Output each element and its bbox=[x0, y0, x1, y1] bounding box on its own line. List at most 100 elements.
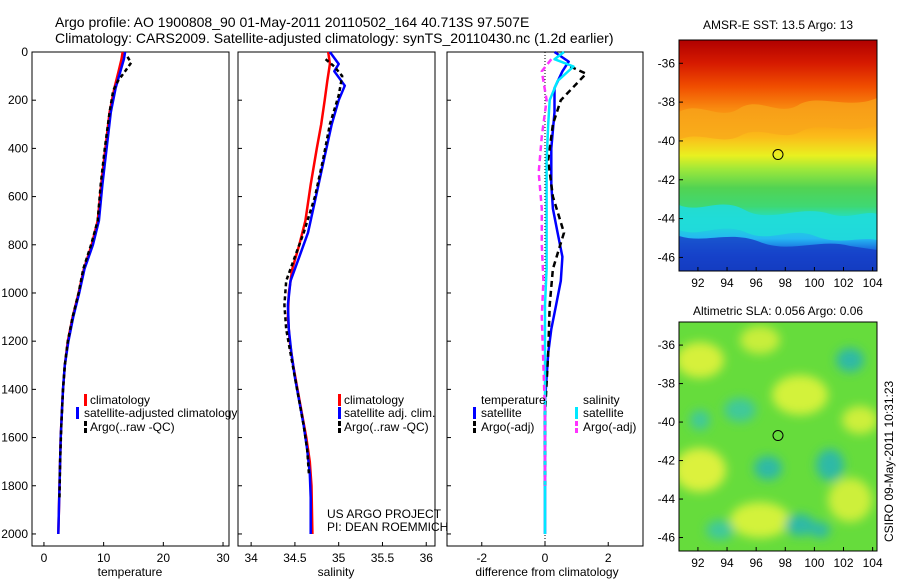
sla-argo-location-marker bbox=[772, 430, 784, 442]
sla-yticks: -36 -38 -40 -42 -44 -46 bbox=[658, 338, 683, 545]
salinity-series-group bbox=[283, 51, 347, 535]
sst-xtick-label: 100 bbox=[804, 276, 824, 290]
temperature-ytick-label: 800 bbox=[8, 238, 28, 252]
sla-heatmap bbox=[679, 322, 877, 551]
sst-ytick-label: -40 bbox=[658, 134, 676, 148]
sla-ytick-label: -38 bbox=[658, 377, 676, 391]
legend-label-temp-satellite: satellite bbox=[481, 406, 522, 420]
legend-swatch-sal-satellite bbox=[575, 407, 578, 419]
sst-xtick-label: 92 bbox=[691, 276, 705, 290]
salinity-xtick-label: 35 bbox=[332, 551, 346, 565]
sla-xtick-label: 92 bbox=[691, 556, 705, 570]
sla-map-panel: Altimetric SLA: 0.056 Argo: 0.06 bbox=[658, 304, 883, 570]
sst-map-panel: AMSR-E SST: 13.5 Argo: 13 92 94 96 98 100 102… bbox=[658, 18, 883, 290]
temperature-xticks: 0 10 20 30 bbox=[41, 542, 230, 565]
legend-swatch-satellite-adj bbox=[338, 407, 341, 419]
sst-xticks: 92 94 96 98 100 102 104 bbox=[691, 267, 883, 290]
sla-xtick-label: 94 bbox=[720, 556, 734, 570]
temperature-ytick-label: 1600 bbox=[1, 431, 28, 445]
temperature-ytick-label: 2000 bbox=[1, 527, 28, 541]
salinity-legend: climatology satellite adj. clim. Argo(..… bbox=[338, 393, 435, 434]
sla-ytick-label: -44 bbox=[658, 492, 676, 506]
sst-ytick-label: -36 bbox=[658, 56, 676, 70]
legend-swatch-temp-argo-b bbox=[473, 428, 476, 433]
temperature-axes-box bbox=[31, 51, 230, 547]
sst-xtick-label: 102 bbox=[833, 276, 853, 290]
legend-group-salinity: salinity bbox=[583, 393, 620, 407]
sla-xtick-label: 100 bbox=[804, 556, 824, 570]
figure-title-line1: Argo profile: AO 1900808_90 01-May-2011 … bbox=[55, 14, 529, 30]
sla-xticks: 92 94 96 98 100 102 104 bbox=[691, 547, 883, 570]
legend-swatch-climatology bbox=[338, 394, 341, 406]
difference-xtick-label: 0 bbox=[542, 551, 549, 565]
sla-ytick-label: -42 bbox=[658, 454, 676, 468]
difference-yticks bbox=[447, 51, 451, 535]
legend-label-sal-satellite: satellite bbox=[583, 406, 624, 420]
temperature-series-argo-raw-qc- bbox=[58, 56, 133, 498]
sst-ytick-label: -38 bbox=[658, 95, 676, 109]
salinity-xtick-label: 36 bbox=[420, 551, 434, 565]
sla-map-frame bbox=[678, 321, 878, 552]
difference-xlabel: difference from climatology bbox=[475, 565, 618, 579]
figure-title-line2: Climatology: CARS2009. Satellite-adjuste… bbox=[55, 30, 613, 46]
sst-yticks: -36 -38 -40 -42 -44 -46 bbox=[658, 56, 683, 264]
temperature-yticks: 0 200 400 600 800 1000 1200 1400 1600 1800 2000 bbox=[1, 45, 36, 541]
sst-deep-cold-band bbox=[679, 236, 877, 271]
difference-series-temperature-argo-adj- bbox=[543, 65, 588, 486]
temperature-ytick-label: 400 bbox=[8, 141, 28, 155]
legend-swatch-argo-a bbox=[338, 421, 341, 426]
legend-swatch-satellite-adjusted bbox=[76, 407, 79, 419]
credit-pi: PI: DEAN ROEMMICH bbox=[327, 520, 448, 534]
sla-xtick-label: 102 bbox=[833, 556, 853, 570]
temperature-ytick-label: 600 bbox=[8, 190, 28, 204]
sst-map-frame bbox=[678, 39, 878, 272]
legend-swatch-temp-satellite bbox=[473, 407, 476, 419]
legend-label-climatology: climatology bbox=[90, 393, 150, 407]
salinity-yticks bbox=[238, 51, 242, 535]
sst-xtick-label: 98 bbox=[779, 276, 793, 290]
legend-swatch-argo-b bbox=[338, 428, 341, 433]
legend-label-argo: Argo(..raw -QC) bbox=[90, 420, 175, 434]
sst-argo-location-marker bbox=[772, 149, 784, 161]
sla-ytick-label: -46 bbox=[658, 531, 676, 545]
sst-warm-band bbox=[679, 98, 877, 140]
legend-group-temperature: temperature bbox=[481, 393, 546, 407]
sst-ytick-label: -42 bbox=[658, 173, 676, 187]
sst-map-title: AMSR-E SST: 13.5 Argo: 13 bbox=[703, 18, 853, 32]
salinity-axes-box bbox=[237, 51, 436, 547]
temperature-xlabel: temperature bbox=[98, 565, 163, 579]
salinity-xtick-label: 34 bbox=[244, 551, 258, 565]
legend-swatch-climatology bbox=[84, 394, 87, 406]
legend-label-temp-argo: Argo(-adj) bbox=[481, 420, 534, 434]
difference-xtick-label: -2 bbox=[476, 551, 487, 565]
difference-xticks: -2 0 2 bbox=[476, 542, 612, 565]
temperature-ytick-label: 1800 bbox=[1, 479, 28, 493]
legend-label-sal-argo: Argo(-adj) bbox=[583, 420, 636, 434]
temperature-legend: climatology satellite-adjusted climatolo… bbox=[76, 393, 237, 434]
sla-xtick-label: 98 bbox=[779, 556, 793, 570]
legend-swatch-sal-argo-b bbox=[575, 428, 578, 433]
salinity-panel: 34 34.5 35 35.5 36 salinity climatology sate… bbox=[237, 51, 448, 579]
csiro-timestamp: CSIRO 09-May-2011 10:31:23 bbox=[882, 380, 896, 542]
temperature-xtick-label: 0 bbox=[41, 551, 48, 565]
temperature-xtick-label: 10 bbox=[97, 551, 111, 565]
sst-xtick-label: 94 bbox=[720, 276, 734, 290]
sst-ytick-label: -46 bbox=[658, 250, 676, 264]
difference-xtick-label: 2 bbox=[605, 551, 612, 565]
legend-swatch-argo-b bbox=[84, 428, 87, 433]
temperature-ytick-label: 0 bbox=[21, 45, 28, 59]
sst-heatmap bbox=[679, 40, 877, 271]
legend-swatch-temp-argo-a bbox=[473, 421, 476, 426]
legend-label-satellite-adj: satellite adj. clim. bbox=[344, 406, 435, 420]
temperature-ytick-label: 1200 bbox=[1, 334, 28, 348]
temperature-ytick-label: 1000 bbox=[1, 286, 28, 300]
difference-series-salinity-satellite bbox=[543, 51, 575, 534]
difference-series-salinity-argo-adj- bbox=[537, 58, 553, 486]
temperature-series-group bbox=[57, 51, 133, 535]
temperature-series-satellite-adjusted-climatology bbox=[57, 51, 127, 535]
legend-label-satellite-adjusted: satellite-adjusted climatology bbox=[84, 406, 237, 420]
legend-label-climatology: climatology bbox=[344, 393, 404, 407]
temperature-panel: 0 10 20 30 0 200 400 600 800 1000 1200 1400 1600 180… bbox=[1, 45, 237, 579]
sst-xtick-label: 96 bbox=[749, 276, 763, 290]
